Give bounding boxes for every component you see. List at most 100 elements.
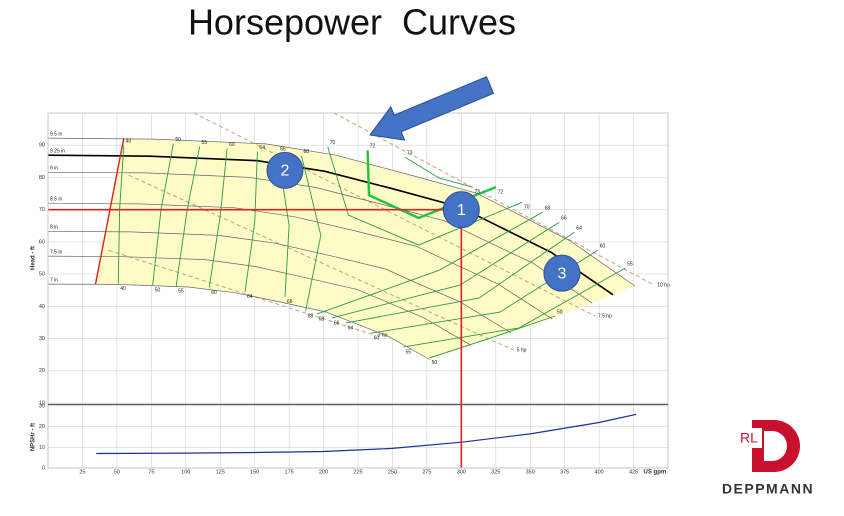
efficiency-label: 50 bbox=[432, 360, 438, 366]
efficiency-label: 60 bbox=[600, 244, 606, 250]
x-tick-label: 75 bbox=[148, 469, 154, 475]
impeller-curve bbox=[47, 255, 472, 346]
hp-line bbox=[128, 174, 514, 351]
x-tick-label: 175 bbox=[285, 469, 294, 475]
efficiency-label: 55 bbox=[202, 140, 208, 146]
efficiency-label: 64 bbox=[348, 325, 354, 331]
logo: RL DEPPMANN bbox=[722, 420, 814, 497]
efficiency-label: 60 bbox=[374, 335, 380, 341]
callout-circle bbox=[442, 191, 480, 229]
hp-label: 3 hp bbox=[378, 332, 388, 338]
efficiency-label: 64 bbox=[576, 226, 582, 232]
impeller-label: 8 in bbox=[50, 225, 58, 231]
efficiency-label: 50 bbox=[155, 287, 161, 293]
x-tick-label: 275 bbox=[422, 469, 431, 475]
x-tick-label: 225 bbox=[353, 469, 362, 475]
x-tick-label: 125 bbox=[216, 469, 225, 475]
efficiency-label: 68 bbox=[304, 149, 310, 155]
efficiency-label: 64 bbox=[247, 294, 253, 300]
logo-name: DEPPMANN bbox=[722, 481, 814, 497]
x-tick-label: 200 bbox=[319, 469, 328, 475]
callout-label: 3 bbox=[557, 265, 566, 282]
x-tick-label: 425 bbox=[629, 469, 638, 475]
callout-circle bbox=[266, 151, 304, 189]
impeller-curve bbox=[47, 202, 553, 320]
y-tick-label: 70 bbox=[39, 207, 45, 213]
x-tick-label: 150 bbox=[250, 469, 259, 475]
efficiency-label: 66 bbox=[561, 216, 567, 222]
efficiency-label: 40 bbox=[120, 286, 126, 292]
y-tick-label: 90 bbox=[39, 143, 45, 149]
hp-label: 7.5 hp bbox=[598, 313, 612, 319]
efficiency-curve bbox=[208, 148, 228, 288]
efficiency-label: 60 bbox=[229, 142, 235, 148]
efficiency-label: 64 bbox=[259, 145, 265, 151]
impeller-curve bbox=[47, 137, 636, 287]
min-flow-line bbox=[94, 137, 125, 285]
impeller-label: 7 in bbox=[50, 277, 58, 283]
x-tick-label: 50 bbox=[114, 469, 120, 475]
x-tick-label: 100 bbox=[181, 469, 190, 475]
y-axis-label: NPSHr - ft bbox=[31, 423, 37, 451]
efficiency-label: 68 bbox=[545, 206, 551, 212]
plot-frame bbox=[47, 112, 669, 469]
efficiency-label: 66 bbox=[280, 147, 286, 153]
efficiency-label: 73 bbox=[407, 150, 413, 156]
y-tick-label: 30 bbox=[39, 403, 45, 409]
efficiency-label: 70 bbox=[524, 205, 530, 211]
hp-line bbox=[333, 112, 655, 286]
y-tick-label: 20 bbox=[39, 368, 45, 374]
y-tick-label: 30 bbox=[39, 336, 45, 342]
efficiency-label: 55 bbox=[405, 349, 411, 355]
callout-circle bbox=[543, 254, 581, 292]
pointer-arrow bbox=[369, 76, 495, 141]
efficiency-label: 72 bbox=[370, 144, 376, 150]
hp-label: 10 hp bbox=[657, 282, 670, 288]
efficiency-curve bbox=[404, 156, 473, 188]
y-tick-label: 20 bbox=[39, 424, 45, 430]
impeller-label: 7.5 in bbox=[50, 249, 62, 255]
callout-label: 1 bbox=[457, 202, 466, 219]
x-axis-label: US gpm bbox=[644, 470, 667, 476]
logo-initials: RL bbox=[740, 430, 758, 446]
efficiency-label: 70 bbox=[330, 140, 336, 146]
efficiency-label: 55 bbox=[627, 261, 633, 267]
x-tick-label: 250 bbox=[388, 469, 397, 475]
efficiency-label: 50 bbox=[175, 137, 181, 143]
efficiency-curve bbox=[244, 151, 258, 292]
efficiency-label: 55 bbox=[178, 289, 184, 295]
x-tick-label: 25 bbox=[79, 469, 85, 475]
y-tick-label: 80 bbox=[39, 175, 45, 181]
npshr-curve bbox=[96, 413, 637, 455]
efficiency-curve bbox=[316, 211, 543, 315]
callout-label: 2 bbox=[281, 163, 290, 180]
y-tick-label: 50 bbox=[39, 272, 45, 278]
x-tick-label: 300 bbox=[457, 469, 466, 475]
efficiency-curve bbox=[429, 315, 556, 359]
efficiency-label: 73 bbox=[474, 189, 480, 195]
impeller-label: 9.5 in bbox=[50, 131, 62, 137]
x-tick-label: 350 bbox=[526, 469, 535, 475]
efficiency-label: 66 bbox=[287, 299, 293, 305]
y-tick-label: 0 bbox=[42, 465, 45, 471]
slide-title: Horsepower Curves bbox=[188, 2, 516, 43]
logo-knockout bbox=[736, 428, 762, 448]
impeller-curve bbox=[47, 230, 512, 334]
x-tick-label: 325 bbox=[491, 469, 500, 475]
y-tick-label: 40 bbox=[39, 304, 45, 310]
efficiency-curve bbox=[301, 155, 322, 312]
impeller-curve bbox=[47, 154, 614, 296]
efficiency-label: 66 bbox=[334, 320, 340, 326]
y-tick-label: 60 bbox=[39, 239, 45, 245]
x-tick-label: 400 bbox=[595, 469, 604, 475]
impeller-label: 8.5 in bbox=[50, 197, 62, 203]
efficiency-curve bbox=[331, 221, 560, 319]
y-tick-label: 10 bbox=[39, 445, 45, 451]
hp-line bbox=[193, 112, 596, 317]
logo-mark bbox=[752, 420, 800, 472]
impeller-curve bbox=[47, 283, 430, 360]
efficiency-label: 68 bbox=[319, 316, 325, 322]
y-axis-label: Head - ft bbox=[31, 246, 37, 270]
